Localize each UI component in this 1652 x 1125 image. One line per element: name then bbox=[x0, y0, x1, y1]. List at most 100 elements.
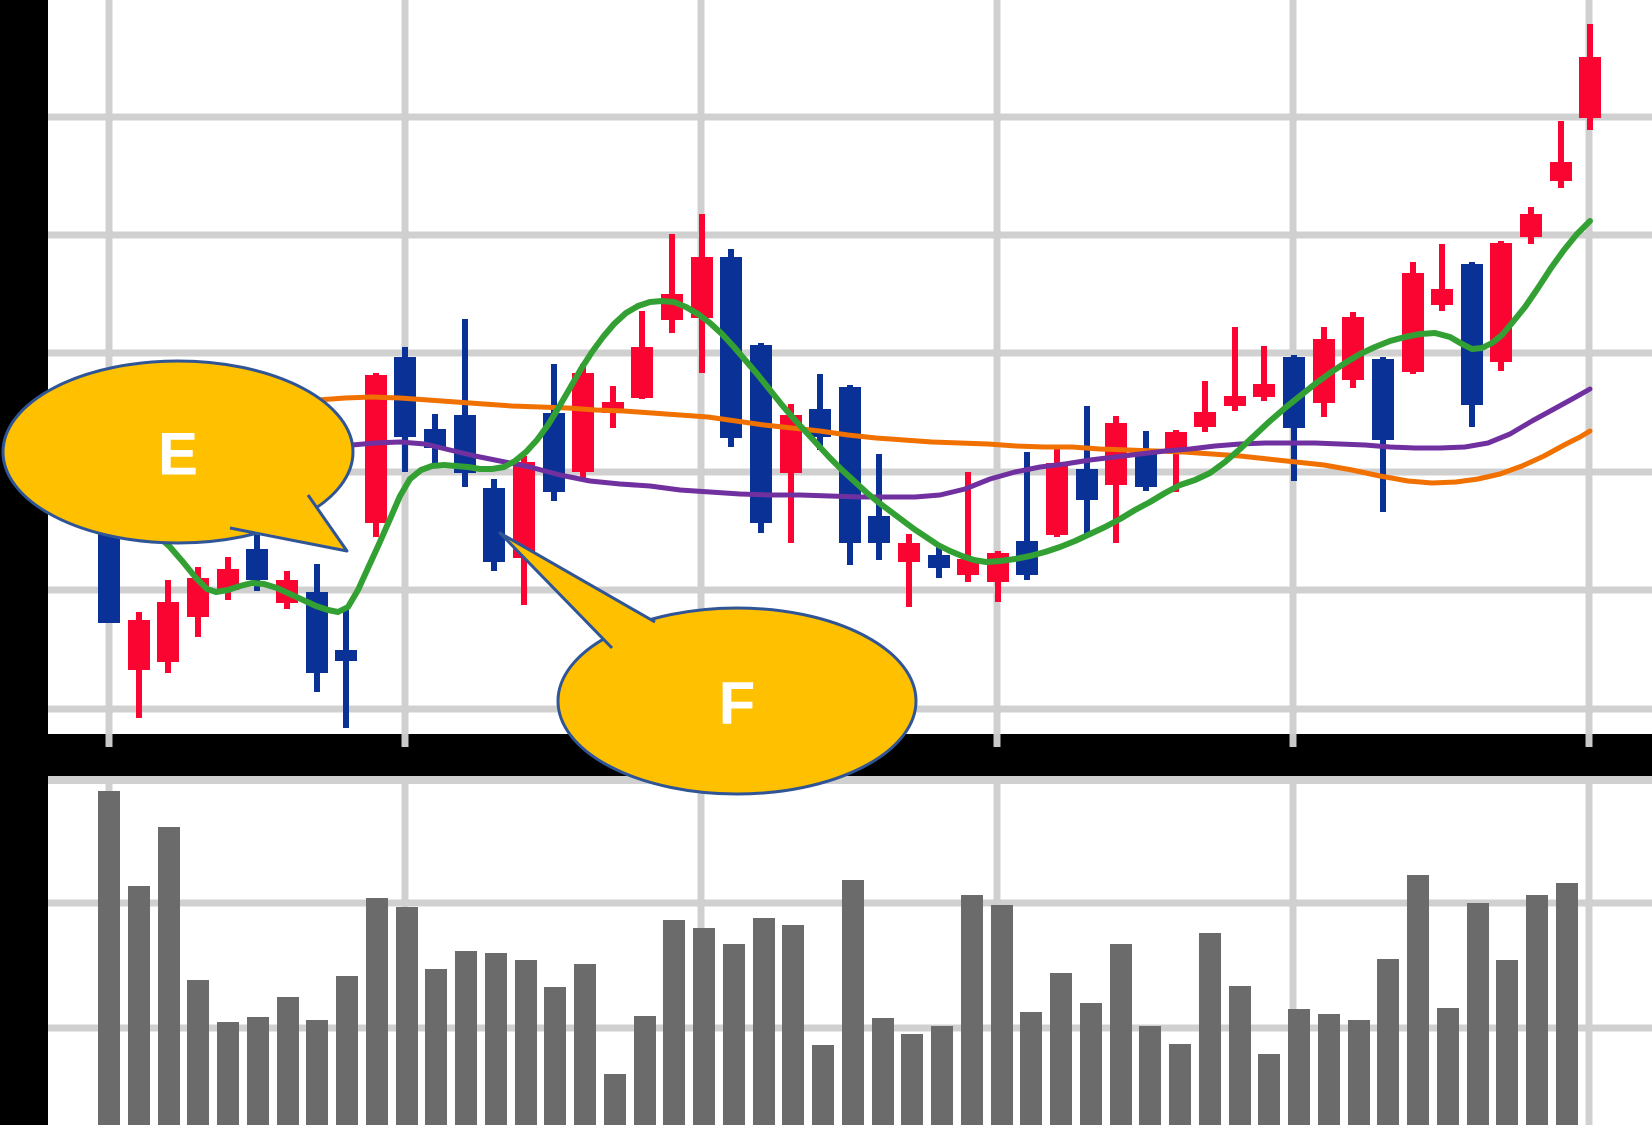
volume-bar bbox=[455, 951, 477, 1125]
callout-e-ellipse bbox=[1, 359, 355, 545]
candle-wick bbox=[788, 404, 794, 543]
ma-line-orange bbox=[315, 394, 1593, 486]
volume-bar bbox=[1496, 960, 1518, 1125]
candle-body bbox=[928, 555, 950, 568]
x-axis-tick bbox=[993, 734, 1001, 747]
volume-bar bbox=[98, 791, 120, 1125]
callout-f-tail-outline bbox=[498, 531, 656, 650]
volume-bar bbox=[1288, 1009, 1310, 1125]
candle-body bbox=[1579, 57, 1601, 118]
price-h-gridline bbox=[0, 113, 1652, 121]
callout-bubble-f: F bbox=[498, 531, 918, 796]
candle-wick bbox=[669, 234, 675, 333]
volume-bar bbox=[1318, 1014, 1340, 1125]
candle-body bbox=[483, 488, 505, 562]
candle-wick bbox=[1173, 430, 1179, 492]
candle-wick bbox=[343, 609, 349, 728]
volume-bar bbox=[753, 918, 775, 1125]
price-h-gridline bbox=[0, 349, 1652, 357]
candle-body bbox=[1402, 273, 1424, 372]
callouts-layer: E F bbox=[1, 359, 918, 796]
volume-v-gridline bbox=[1585, 784, 1593, 1125]
candle-body bbox=[1253, 384, 1275, 397]
candle-body bbox=[631, 347, 653, 398]
x-axis-tick bbox=[105, 734, 113, 747]
volume-bar bbox=[842, 880, 864, 1125]
volume-bar bbox=[1020, 1012, 1042, 1125]
volume-bar bbox=[425, 969, 447, 1125]
volume-bar bbox=[1050, 973, 1072, 1125]
moving-average-lines-layer bbox=[155, 218, 1593, 615]
callout-f-ellipse bbox=[556, 606, 918, 796]
volume-bar bbox=[1377, 959, 1399, 1125]
callout-f-tail bbox=[500, 533, 655, 648]
candle-body bbox=[1342, 317, 1364, 380]
candle-body bbox=[957, 559, 979, 575]
candle-body bbox=[1105, 423, 1127, 485]
candle-body bbox=[128, 620, 150, 670]
price-v-gridline bbox=[993, 0, 1001, 734]
candle-body bbox=[365, 375, 387, 523]
candle-body bbox=[898, 543, 920, 562]
candle-body bbox=[1224, 396, 1246, 406]
candle-wick bbox=[1232, 327, 1238, 411]
price-h-gridline bbox=[0, 468, 1652, 476]
candle-body bbox=[602, 402, 624, 413]
volume-bar bbox=[485, 953, 507, 1125]
volume-bar bbox=[366, 898, 388, 1125]
candle-wick bbox=[906, 534, 912, 607]
candle-body bbox=[157, 602, 179, 662]
x-axis-tick bbox=[401, 734, 409, 747]
candle-body bbox=[217, 569, 239, 590]
volume-bar bbox=[1258, 1054, 1280, 1125]
volume-v-gridline bbox=[1289, 784, 1297, 1125]
ma-line-purple bbox=[349, 386, 1593, 500]
volume-bar bbox=[396, 907, 418, 1125]
volume-bar bbox=[515, 960, 537, 1125]
volume-bar bbox=[187, 980, 209, 1125]
candle-body bbox=[1461, 264, 1483, 405]
candle-wick bbox=[1558, 121, 1564, 188]
volume-bar bbox=[158, 827, 180, 1125]
volume-bar bbox=[277, 997, 299, 1125]
volume-bar bbox=[1556, 883, 1578, 1125]
volume-bar bbox=[128, 886, 150, 1125]
volume-bar bbox=[574, 964, 596, 1125]
volume-top-border bbox=[48, 776, 1652, 784]
candle-body bbox=[1550, 162, 1572, 181]
candle-body bbox=[1135, 451, 1157, 487]
candle-wick bbox=[1024, 452, 1030, 580]
volume-bar bbox=[1348, 1020, 1370, 1125]
x-axis-tick bbox=[1289, 734, 1297, 747]
candle-body bbox=[335, 650, 357, 661]
redaction-bar-left-axis bbox=[0, 0, 48, 1125]
callout-f-label: F bbox=[719, 670, 756, 737]
x-axis-tick bbox=[1585, 734, 1593, 747]
volume-bar bbox=[961, 895, 983, 1125]
volume-bar bbox=[1437, 1008, 1459, 1125]
volume-bar bbox=[1110, 944, 1132, 1125]
candle-body bbox=[691, 257, 713, 318]
volume-bar bbox=[931, 1026, 953, 1125]
volume-bar bbox=[634, 1016, 656, 1125]
candle-body bbox=[1372, 359, 1394, 440]
volume-bar bbox=[1229, 986, 1251, 1125]
candle-body bbox=[454, 415, 476, 473]
volume-bar bbox=[872, 1018, 894, 1125]
candle-body bbox=[1194, 412, 1216, 427]
volume-bar bbox=[217, 1022, 239, 1125]
candlesticks-layer bbox=[98, 24, 1601, 728]
volume-bar bbox=[306, 1020, 328, 1125]
candle-body bbox=[572, 373, 594, 472]
candle-body bbox=[839, 387, 861, 543]
candle-body bbox=[1313, 339, 1335, 403]
volume-bar bbox=[1526, 895, 1548, 1125]
candle-body bbox=[1520, 214, 1542, 237]
candle-body bbox=[1046, 463, 1068, 535]
volume-bar bbox=[901, 1034, 923, 1125]
volume-bar bbox=[1080, 1003, 1102, 1125]
volume-bar bbox=[1407, 875, 1429, 1125]
candle-body bbox=[246, 549, 268, 580]
